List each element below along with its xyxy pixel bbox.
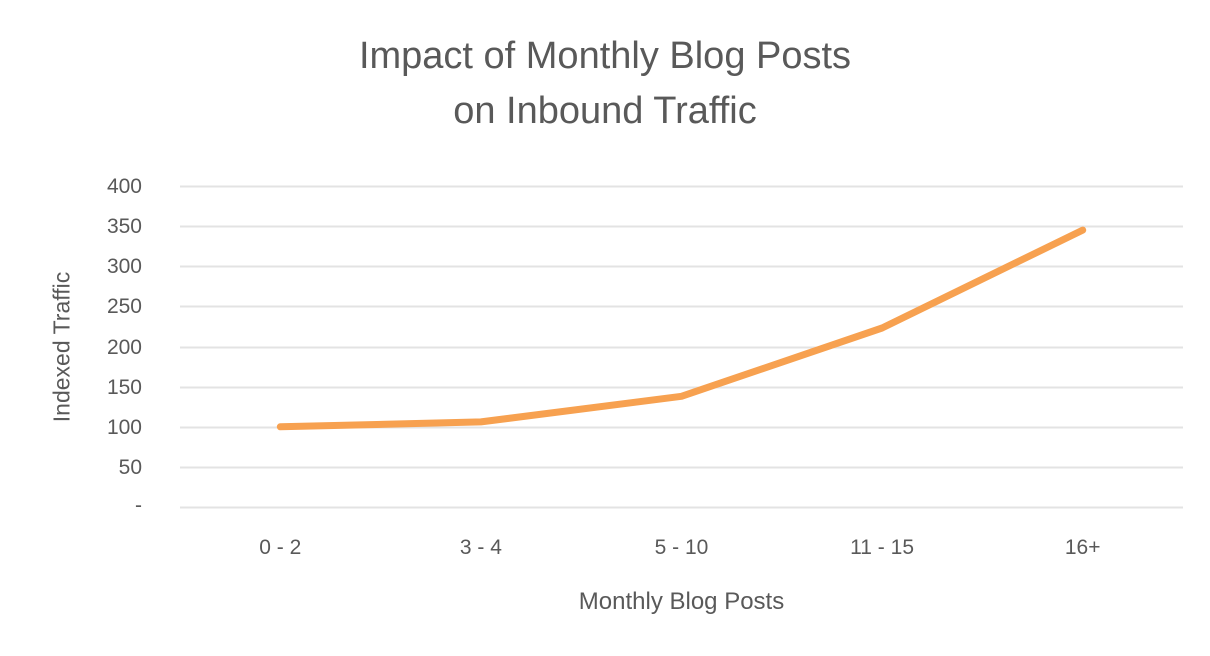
x-tick-label: 16+ (1064, 536, 1101, 559)
chart-title-line-1: Impact of Monthly Blog Posts (358, 35, 852, 77)
x-tick-label: 3 - 4 (459, 536, 502, 559)
x-tick-label: 5 - 10 (654, 536, 709, 559)
y-tick-label: 200 (106, 335, 142, 359)
data-line (276, 226, 1087, 431)
x-tick-label: 11 - 15 (850, 536, 914, 559)
y-tick-label: 50 (118, 455, 142, 479)
y-tick-label: - (135, 493, 142, 517)
y-tick-label: 150 (106, 375, 142, 399)
y-tick-label: 400 (106, 174, 142, 198)
y-tick-label: 250 (106, 294, 142, 318)
chart-title-line-2: on Inbound Traffic (453, 90, 757, 132)
x-axis-label: Monthly Blog Posts (578, 588, 785, 615)
y-tick-label: 100 (106, 415, 142, 439)
x-tick-label: 0 - 2 (259, 536, 302, 559)
gridlines (180, 185, 1183, 509)
y-tick-label: 350 (106, 214, 142, 238)
y-tick-label: 300 (106, 254, 142, 278)
